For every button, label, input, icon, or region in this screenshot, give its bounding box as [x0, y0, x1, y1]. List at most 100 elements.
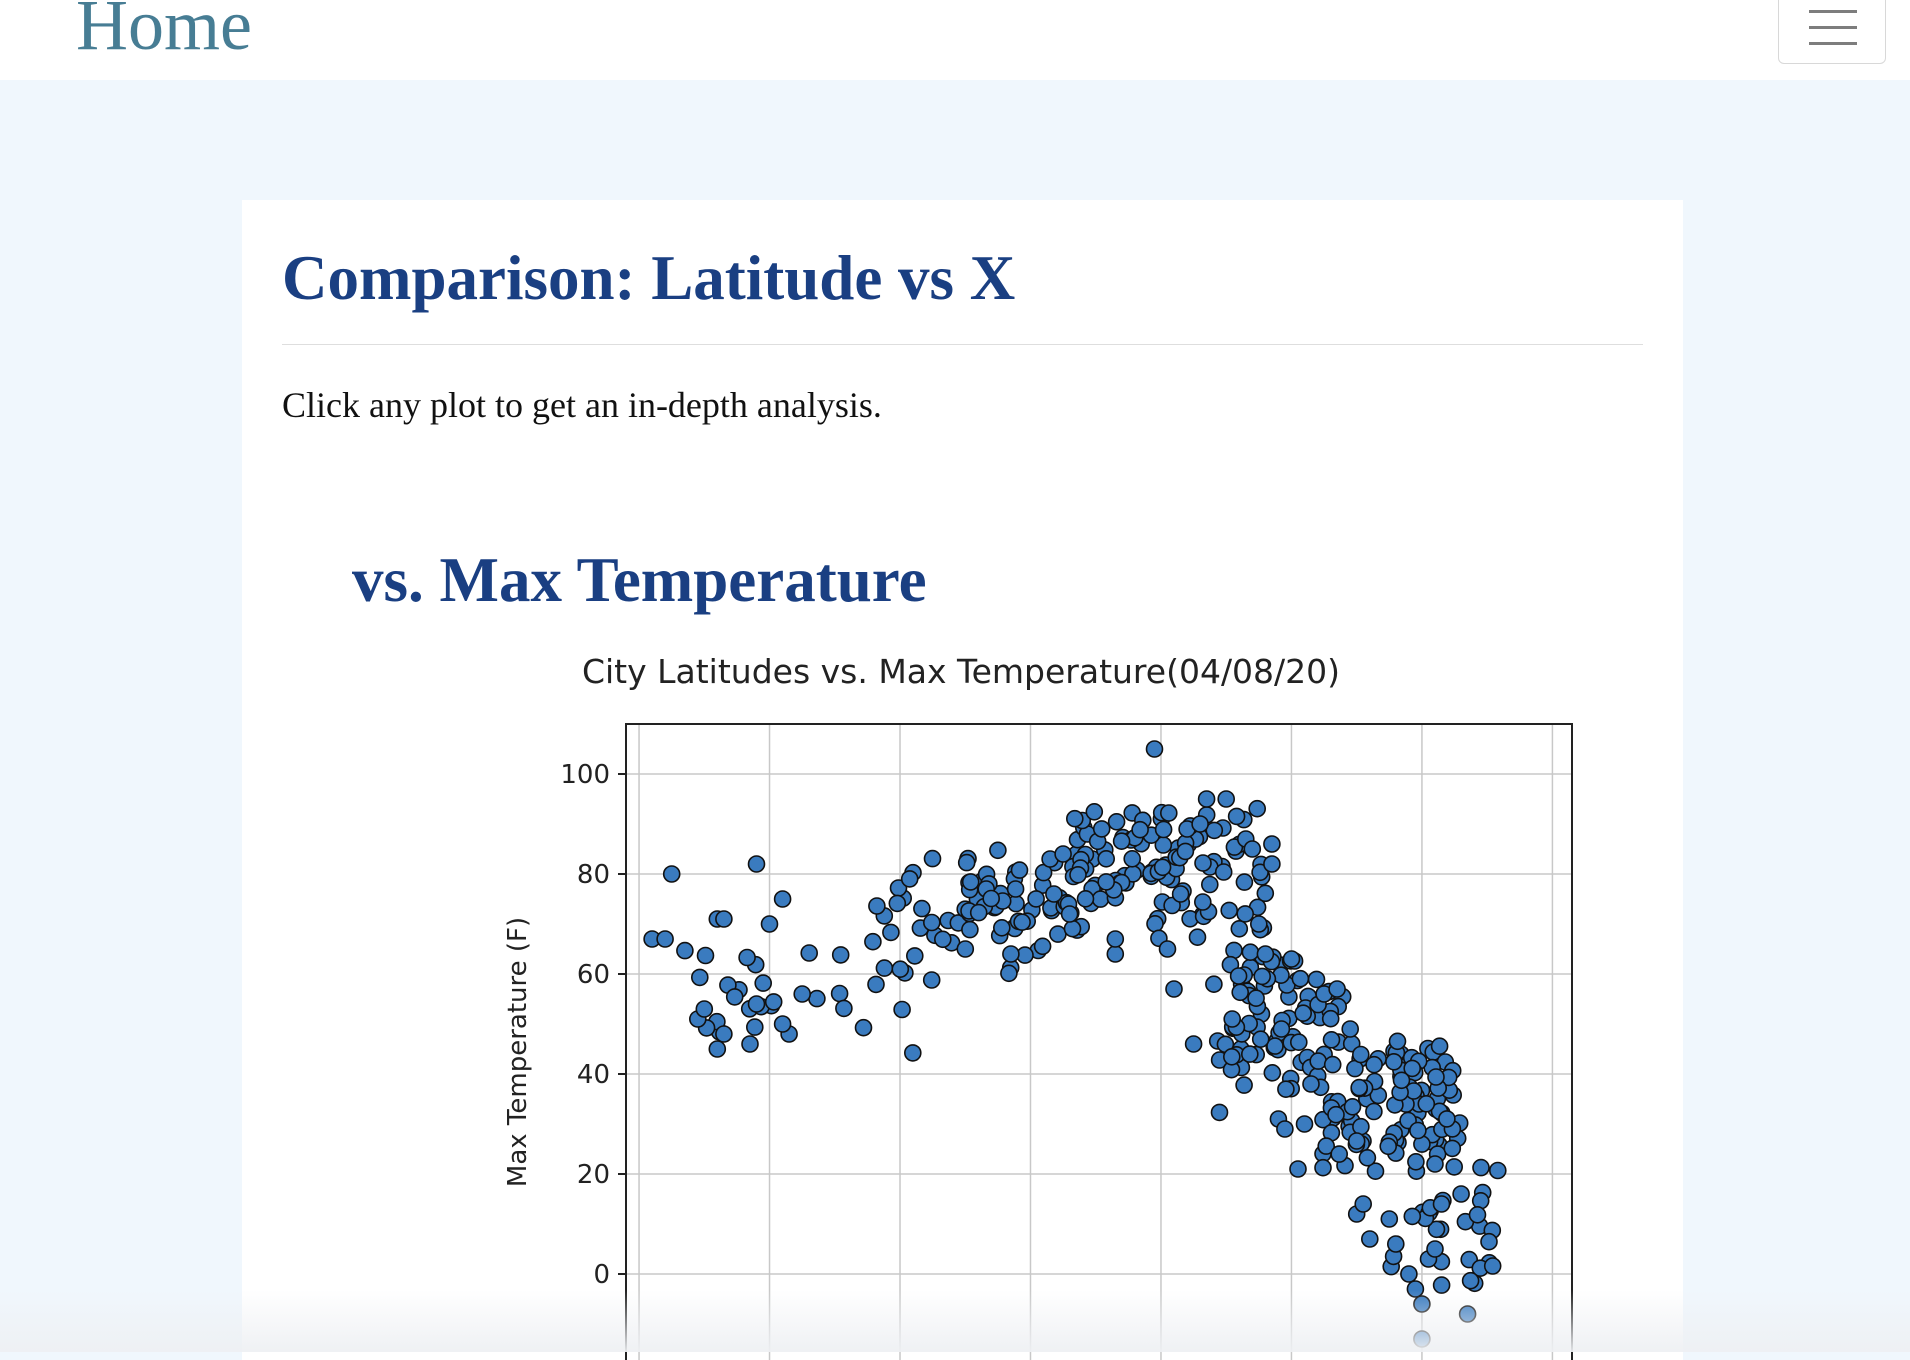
data-point	[1307, 970, 1326, 989]
data-point	[1200, 875, 1219, 894]
hamburger-menu-icon	[1809, 10, 1857, 13]
data-point	[1387, 1235, 1405, 1253]
data-point	[882, 923, 900, 942]
data-point	[913, 899, 931, 918]
data-point	[1097, 850, 1116, 868]
data-point	[830, 984, 849, 1003]
data-point	[1351, 1045, 1370, 1064]
data-point	[1146, 914, 1164, 933]
data-point	[1352, 1117, 1370, 1136]
data-point	[1069, 866, 1087, 884]
data-point	[868, 897, 886, 915]
data-point	[1360, 1230, 1379, 1248]
brand-home-link[interactable]: Home	[76, 0, 252, 65]
y-tick-label: 20	[577, 1160, 610, 1190]
data-point	[1165, 980, 1183, 998]
data-point	[1427, 1220, 1446, 1239]
scatter-plot[interactable]: City Latitudes vs. Max Temperature(04/08…	[362, 655, 1682, 1360]
data-point	[1131, 820, 1149, 839]
data-point	[1214, 863, 1233, 881]
data-point	[1302, 1075, 1320, 1093]
data-point	[1328, 980, 1346, 998]
data-point	[1194, 854, 1212, 872]
data-point	[1240, 1045, 1259, 1063]
data-point	[773, 1015, 792, 1033]
data-point	[854, 1018, 873, 1037]
data-point	[662, 865, 681, 883]
data-point	[961, 873, 980, 891]
y-tick-label: 40	[577, 1060, 610, 1090]
y-axis-ticks: 0 20 40 60 80 100	[560, 760, 626, 1290]
data-point	[1347, 1132, 1366, 1150]
data-point	[696, 946, 715, 965]
data-point	[989, 841, 1007, 860]
data-point	[1145, 740, 1164, 758]
data-point	[835, 999, 853, 1018]
data-point	[867, 975, 885, 994]
data-point	[1235, 1076, 1253, 1094]
data-point	[957, 853, 976, 872]
data-point	[747, 995, 766, 1013]
data-point	[1236, 905, 1255, 923]
data-point	[1438, 1110, 1456, 1128]
data-point	[1468, 1205, 1487, 1224]
data-point	[800, 944, 819, 962]
data-point	[1354, 1195, 1373, 1213]
data-point	[1256, 884, 1275, 903]
data-point	[1443, 1139, 1462, 1158]
data-point	[1413, 1295, 1431, 1313]
data-point	[1159, 804, 1178, 822]
data-point	[1085, 803, 1104, 821]
data-point	[1365, 1102, 1383, 1121]
data-point	[1388, 1032, 1407, 1051]
data-point	[1247, 989, 1265, 1008]
data-point	[969, 903, 988, 922]
temperature-plot-link[interactable]: City Latitudes vs. Max Temperature(04/08…	[362, 655, 1682, 1360]
data-point	[891, 960, 910, 979]
data-point	[741, 1035, 759, 1053]
data-point	[1184, 1035, 1203, 1053]
plot-heading: vs. Max Temperature	[352, 545, 927, 615]
data-point	[1013, 913, 1031, 932]
data-point	[1217, 790, 1236, 808]
data-point	[1330, 1145, 1349, 1163]
data-point	[1027, 890, 1045, 908]
data-point	[1432, 1195, 1451, 1213]
data-point	[715, 910, 733, 928]
data-point	[1403, 1207, 1422, 1226]
data-point	[1343, 1097, 1362, 1116]
data-point	[1241, 943, 1260, 962]
data-point	[747, 855, 766, 873]
data-point	[754, 974, 773, 992]
data-point	[1322, 1030, 1341, 1049]
data-point	[1263, 855, 1281, 873]
y-tick-label: 100	[560, 760, 610, 790]
data-point	[764, 993, 783, 1011]
data-point	[1123, 850, 1142, 868]
data-point	[1230, 919, 1249, 938]
data-point	[1205, 975, 1223, 994]
data-point	[982, 889, 1001, 908]
data-point	[922, 913, 941, 932]
top-navbar: Home	[0, 0, 1910, 80]
data-point	[1291, 969, 1310, 988]
y-axis-label: Max Temperature (F)	[503, 917, 533, 1187]
data-point	[1002, 945, 1020, 963]
navbar-toggle-button[interactable]	[1778, 0, 1886, 64]
page-title: Comparison: Latitude vs X	[282, 243, 1016, 313]
data-point	[1235, 873, 1254, 891]
data-point	[1458, 1305, 1477, 1323]
data-point	[1010, 861, 1029, 879]
data-point	[1243, 840, 1262, 858]
data-point	[1054, 845, 1072, 863]
data-point	[1385, 1052, 1403, 1071]
data-point	[1076, 890, 1095, 908]
data-point	[903, 1044, 922, 1062]
data-point	[1403, 1059, 1421, 1078]
data-point	[1266, 1037, 1284, 1055]
data-point	[1154, 820, 1173, 839]
data-point	[1483, 1257, 1502, 1275]
data-point	[1409, 1121, 1427, 1140]
chart-title: City Latitudes vs. Max Temperature(04/08…	[582, 655, 1340, 691]
data-point	[1210, 1103, 1229, 1122]
